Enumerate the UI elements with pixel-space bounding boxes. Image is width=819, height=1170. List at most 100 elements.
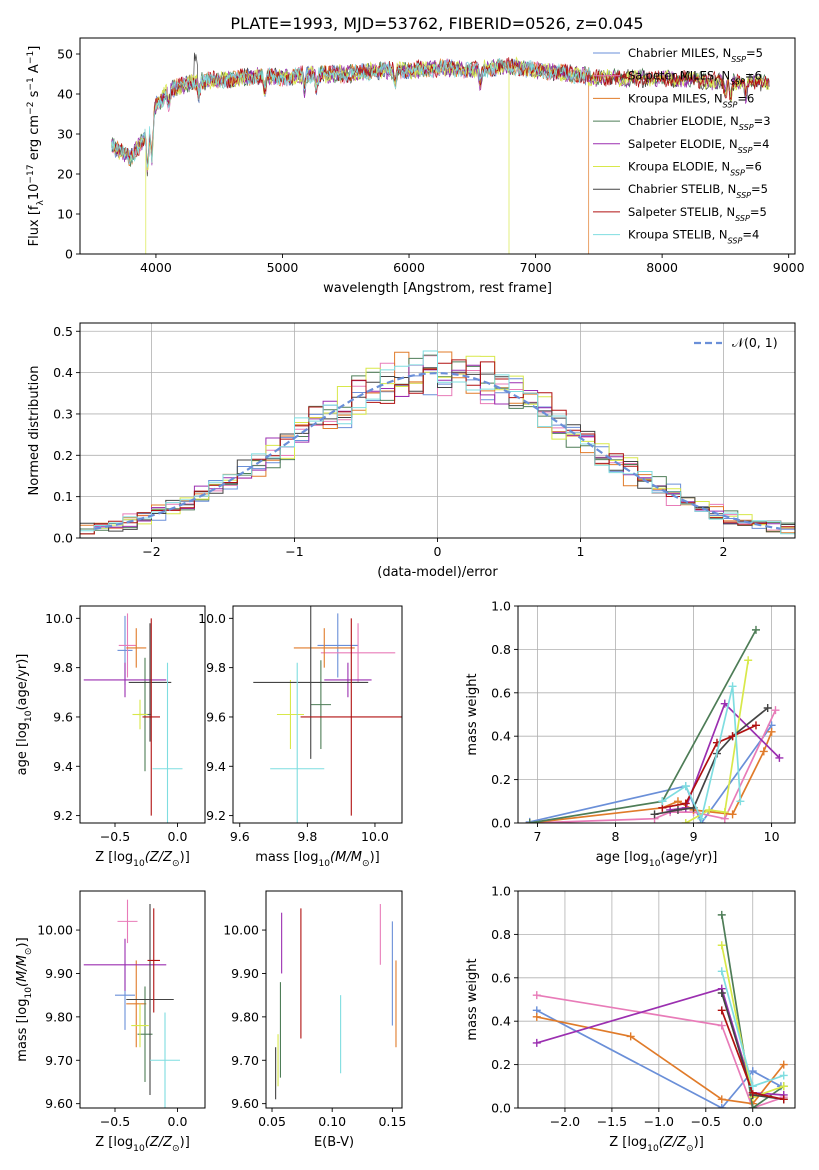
y-axis-label: mass weight xyxy=(465,958,480,1040)
y-tick-label: 0.1 xyxy=(53,489,73,504)
y-axis-label: mass [log10(M/M⊙)] xyxy=(15,937,34,1061)
y-tick-label: 9.4 xyxy=(206,759,226,774)
mass-weight-series-line xyxy=(536,987,784,1096)
errorbar-point xyxy=(126,960,147,1048)
spectrum-series-line xyxy=(111,56,770,254)
mass-weight-marker xyxy=(728,810,737,819)
mass-vs-Z-plot-area xyxy=(83,899,180,1108)
mass-weight-marker xyxy=(736,797,745,806)
mass-weight-series-line xyxy=(536,994,784,1108)
y-tick-label: 0.8 xyxy=(491,927,511,942)
mass-weight-marker xyxy=(525,819,534,823)
errorbar-point xyxy=(324,662,372,698)
x-tick-label: −1.5 xyxy=(597,1114,627,1129)
spectrum-legend: Chabrier MILES, NSSP=5 Salpeter MILES, NS… xyxy=(593,46,771,245)
x-tick-label: −1 xyxy=(285,544,303,559)
y-tick-label: 0.0 xyxy=(53,531,73,546)
x-tick-label: 10.0 xyxy=(361,829,389,844)
y-tick-label: 9.6 xyxy=(206,709,226,724)
x-axis-label: (data-model)/error xyxy=(377,565,498,580)
y-tick-label: 9.70 xyxy=(231,1053,259,1068)
mass-weight-marker xyxy=(751,625,760,634)
age-vs-mass-frame xyxy=(232,605,403,824)
spectrum-series-line xyxy=(111,58,591,168)
y-tick-label: 9.4 xyxy=(53,759,73,774)
mass-weight-marker xyxy=(658,797,667,806)
mass-weight-marker xyxy=(705,805,714,814)
y-tick-label: 10.0 xyxy=(198,611,226,626)
age-vs-Z-panel: −0.5 0.0 9.2 9.4 9.6 9.8 10.0 Z [log10(Z/Z⊙)] ag… xyxy=(15,605,206,869)
weight-vs-Z-plot-area xyxy=(532,910,788,1108)
x-tick-label: 6000 xyxy=(393,260,425,275)
mass-weight-marker xyxy=(697,814,706,823)
x-tick-label: 0.05 xyxy=(258,1114,286,1129)
mass-weight-marker xyxy=(673,805,682,814)
mass-weight-series-line xyxy=(661,686,742,822)
mass-weight-marker xyxy=(775,753,784,762)
mass-weight-marker xyxy=(748,1104,757,1108)
mass-weight-marker xyxy=(532,1012,541,1021)
x-tick-label: 1 xyxy=(577,544,585,559)
mass-weight-marker xyxy=(532,991,541,1000)
y-tick-label: 9.2 xyxy=(206,808,226,823)
x-tick-label: 9.6 xyxy=(230,829,250,844)
errorbar-point xyxy=(270,662,325,823)
residuals-legend: 𝒩(0, 1) xyxy=(694,335,778,350)
x-tick-label: 4000 xyxy=(140,260,172,275)
y-tick-label: 0.5 xyxy=(53,324,73,339)
x-tick-label: 0.0 xyxy=(743,1114,763,1129)
errorbar-point xyxy=(150,1012,180,1108)
x-tick-label: 0.10 xyxy=(318,1114,346,1129)
mass-vs-Z-axes: −0.5 0.0 9.60 9.70 9.80 9.90 10.00 Z [log10(Z/Z… xyxy=(15,890,206,1154)
legend-entry: Chabrier STELIB, NSSP=5 xyxy=(628,182,768,200)
legend-entry: Salpeter STELIB, NSSP=5 xyxy=(628,205,767,223)
x-axis-label: wavelength [Angstrom, rest frame] xyxy=(323,281,552,296)
age-vs-Z-axes: −0.5 0.0 9.2 9.4 9.6 9.8 10.0 Z [log10(Z/Z⊙)] ag… xyxy=(15,605,206,869)
y-tick-label: 0.3 xyxy=(53,406,73,421)
y-tick-label: 9.2 xyxy=(53,808,73,823)
age-vs-Z-frame xyxy=(79,605,206,824)
errorbar-point xyxy=(320,623,396,683)
spectrum-series-line xyxy=(111,58,591,173)
y-tick-label: 0.4 xyxy=(53,365,73,380)
figure-title: PLATE=1993, MJD=53762, FIBERID=0526, z=0… xyxy=(230,14,643,33)
errorbar-point xyxy=(142,618,160,816)
x-tick-label: 0 xyxy=(434,544,442,559)
mass-weight-marker xyxy=(717,967,726,976)
y-tick-label: 0.2 xyxy=(491,1057,511,1072)
legend-entry: Kroupa ELODIE, NSSP=6 xyxy=(628,160,762,178)
mass-weight-marker xyxy=(626,1032,635,1041)
errorbar-point xyxy=(317,613,359,678)
y-tick-label: 0.6 xyxy=(491,970,511,985)
y-tick-label: 10.00 xyxy=(37,923,73,938)
y-tick-label: 9.70 xyxy=(45,1053,73,1068)
spectrum-plot-area xyxy=(111,52,770,254)
age-vs-Z-plot-area xyxy=(83,613,183,823)
errorbar-point xyxy=(276,679,304,750)
mass-weight-marker xyxy=(650,810,659,819)
age-vs-mass-plot-area xyxy=(253,606,402,823)
gaussian-reference-curve xyxy=(94,371,781,530)
errorbar-point xyxy=(152,662,183,823)
mass-weight-marker xyxy=(717,988,726,997)
y-tick-label: 20 xyxy=(57,167,73,182)
weight-vs-age-axes: 7 8 9 10 0.0 0.2 0.4 0.6 0.8 1.0 age [log10(age/yr… xyxy=(465,599,796,869)
y-tick-label: 9.90 xyxy=(45,966,73,981)
errorbar-point xyxy=(147,908,160,1013)
mass-weight-marker xyxy=(717,1006,726,1015)
errorbar-point xyxy=(132,699,148,730)
y-tick-label: 0.4 xyxy=(491,1014,511,1029)
mass-weight-marker xyxy=(779,1082,788,1091)
errorbar-point xyxy=(131,1003,149,1048)
x-tick-label: 10 xyxy=(764,829,780,844)
y-axis-label: Normed distribution xyxy=(27,366,42,496)
y-tick-label: 0.8 xyxy=(491,642,511,657)
y-axis-label: mass weight xyxy=(465,673,480,755)
legend-entry: Salpeter ELODIE, NSSP=4 xyxy=(628,137,769,155)
y-tick-label: 1.0 xyxy=(491,884,511,899)
x-tick-label: 2 xyxy=(720,544,728,559)
x-tick-label: −2.0 xyxy=(550,1114,580,1129)
x-axis-label: Z [log10(Z/Z⊙)] xyxy=(609,1135,704,1154)
mass-weight-marker xyxy=(717,910,726,919)
y-axis-label: age [log10(age/yr)] xyxy=(15,654,34,776)
